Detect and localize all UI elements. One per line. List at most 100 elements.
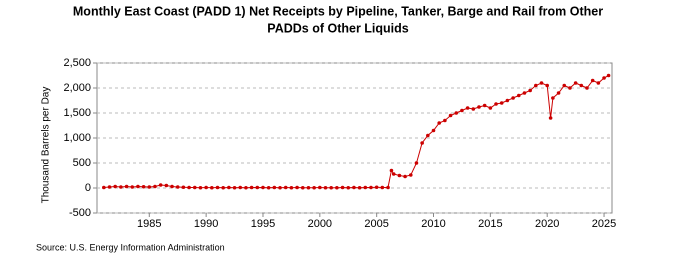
data-point	[369, 185, 373, 190]
data-point	[192, 185, 197, 190]
data-point	[408, 173, 413, 177]
y-axis-label: Thousand Barrels per Day	[41, 87, 52, 204]
data-point	[266, 185, 271, 190]
data-point	[606, 73, 611, 78]
data-point	[539, 81, 544, 85]
data-point	[357, 185, 362, 190]
data-point	[579, 83, 584, 88]
data-point	[374, 185, 379, 190]
y-tick-label: 2,000	[63, 82, 91, 94]
data-point	[494, 102, 498, 106]
data-point	[175, 185, 180, 189]
data-point	[147, 185, 152, 189]
data-point	[471, 107, 476, 111]
x-tick-label: 2020	[535, 218, 559, 230]
data-point	[386, 185, 390, 190]
data-point	[548, 116, 553, 120]
data-point	[414, 161, 419, 165]
data-point	[119, 185, 123, 189]
chart-title: Monthly East Coast (PADD 1) Net Receipts…	[73, 4, 603, 18]
x-tick-label: 2025	[592, 218, 616, 230]
x-tick-label: 2015	[478, 218, 502, 230]
data-point	[204, 185, 208, 190]
data-point	[488, 106, 493, 110]
data-point	[596, 81, 601, 85]
series-line	[103, 75, 609, 189]
data-point	[460, 108, 464, 113]
data-point	[130, 185, 135, 189]
y-tick-label: 0	[85, 182, 91, 194]
data-point	[318, 185, 322, 190]
data-point	[283, 185, 288, 190]
x-tick-label: 2000	[308, 218, 332, 230]
y-tick-label: 1,500	[63, 107, 91, 119]
data-point	[403, 174, 407, 179]
data-point	[420, 141, 424, 145]
data-point	[238, 185, 243, 190]
x-tick-label: 1990	[194, 218, 218, 230]
data-point	[499, 101, 504, 105]
data-point	[477, 105, 481, 109]
data-point	[534, 83, 538, 88]
data-point	[380, 185, 385, 190]
data-point	[164, 183, 169, 188]
data-point	[516, 93, 521, 98]
data-point	[568, 86, 572, 90]
data-point	[278, 185, 282, 190]
data-point	[346, 185, 351, 190]
data-point	[329, 185, 333, 190]
data-point	[335, 185, 339, 190]
data-point	[562, 83, 567, 88]
data-point	[437, 121, 441, 125]
x-tick-label: 2005	[364, 218, 388, 230]
data-point	[255, 185, 260, 190]
data-point	[170, 184, 174, 189]
x-tick-label: 1985	[137, 218, 161, 230]
y-tick-label: 500	[73, 157, 91, 169]
data-point	[551, 96, 555, 100]
data-point	[585, 86, 589, 90]
data-point	[158, 183, 163, 187]
data-point	[136, 184, 140, 189]
data-point	[232, 185, 237, 190]
data-point	[391, 172, 396, 176]
y-tick-label: 2,500	[63, 57, 91, 69]
data-point	[397, 173, 402, 178]
data-point	[389, 168, 394, 173]
data-point	[545, 83, 549, 88]
data-point	[511, 96, 515, 100]
data-point	[272, 185, 277, 190]
y-tick-label: 1,000	[63, 132, 91, 144]
data-point	[181, 185, 186, 190]
data-point	[107, 185, 112, 189]
data-point	[306, 185, 311, 190]
data-point	[198, 185, 203, 190]
data-point	[363, 185, 368, 190]
chart-title: PADDs of Other Liquids	[267, 21, 408, 35]
data-point	[602, 76, 606, 80]
data-point	[215, 185, 220, 190]
data-point	[300, 185, 305, 190]
data-point	[556, 91, 561, 95]
data-point	[102, 185, 106, 190]
data-point	[113, 184, 117, 189]
data-point	[249, 185, 254, 190]
source-note: Source: U.S. Energy Information Administ…	[36, 242, 225, 252]
data-point	[261, 185, 265, 190]
data-point	[323, 185, 328, 190]
data-point	[124, 184, 129, 189]
data-point	[295, 185, 299, 190]
x-tick-label: 2010	[421, 218, 445, 230]
data-point	[522, 91, 527, 95]
data-point	[210, 185, 214, 190]
data-point	[590, 78, 595, 83]
data-point	[340, 185, 345, 190]
data-point	[312, 185, 316, 190]
data-point	[482, 103, 487, 108]
data-point	[465, 106, 470, 110]
y-tick-label: -500	[69, 207, 91, 219]
data-point	[505, 98, 510, 103]
data-point	[153, 184, 157, 189]
data-point	[426, 133, 430, 138]
